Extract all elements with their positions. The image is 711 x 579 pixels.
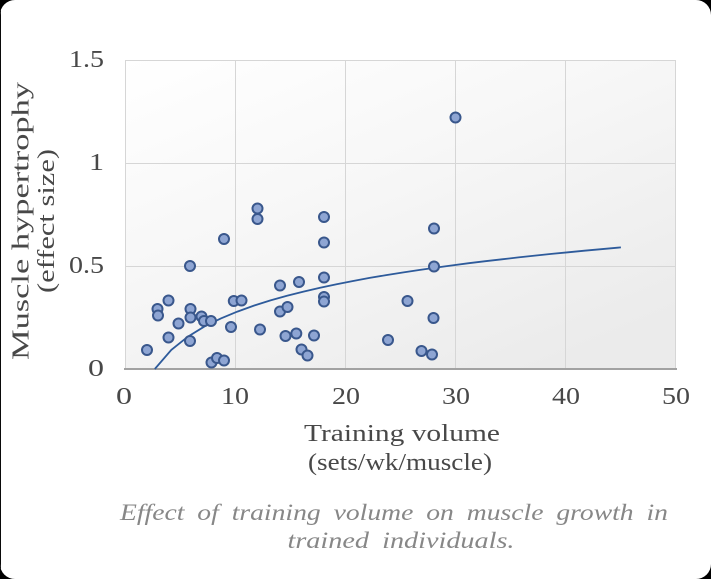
svg-text:10: 10 (221, 384, 249, 410)
svg-text:Training volume: Training volume (304, 421, 500, 447)
svg-text:1: 1 (89, 150, 104, 176)
svg-text:50: 50 (662, 384, 690, 410)
svg-text:40: 40 (552, 384, 580, 410)
svg-text:1.5: 1.5 (69, 47, 104, 73)
svg-text:Effect of training volume on m: Effect of training volume on muscle grow… (119, 500, 668, 525)
svg-text:0.5: 0.5 (69, 253, 104, 279)
svg-text:20: 20 (332, 384, 360, 410)
svg-text:30: 30 (442, 384, 470, 410)
svg-text:Muscle hypertrophy: Muscle hypertrophy (9, 82, 35, 360)
svg-text:0: 0 (116, 384, 132, 410)
svg-text:0: 0 (88, 356, 104, 382)
svg-text:(effect size): (effect size) (34, 149, 60, 293)
svg-text:trained individuals.: trained individuals. (288, 528, 515, 553)
svg-text:(sets/wk/muscle): (sets/wk/muscle) (308, 450, 492, 476)
